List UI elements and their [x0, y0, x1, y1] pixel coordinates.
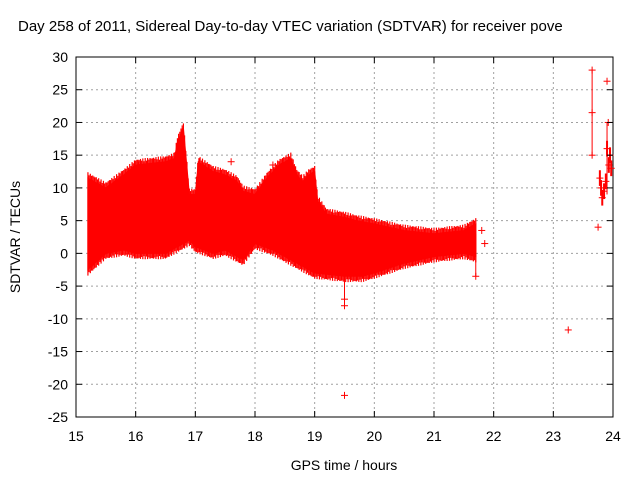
data-point — [603, 77, 611, 85]
x-tick-label: 18 — [247, 428, 263, 444]
data-point — [472, 272, 480, 280]
y-tick-label: 10 — [52, 180, 68, 196]
x-axis-label: GPS time / hours — [291, 457, 398, 473]
data-point — [588, 109, 596, 117]
y-tick-label: -5 — [56, 278, 69, 294]
data-point — [594, 223, 602, 231]
data-point — [588, 151, 596, 159]
y-axis-label: SDTVAR / TECUs — [7, 181, 23, 293]
data-point — [269, 161, 277, 169]
data-point — [564, 326, 572, 334]
cluster-point — [600, 187, 608, 195]
y-tick-label: 15 — [52, 147, 68, 163]
data-point — [588, 66, 596, 74]
x-tick-label: 20 — [367, 428, 383, 444]
x-tick-label: 17 — [188, 428, 204, 444]
x-tick-label: 21 — [426, 428, 442, 444]
y-tick-label: -25 — [48, 409, 68, 425]
y-tick-label: 25 — [52, 82, 68, 98]
x-tick-label: 23 — [546, 428, 562, 444]
error-bar-fringe — [87, 123, 477, 283]
chart-title: Day 258 of 2011, Sidereal Day-to-day VTE… — [18, 18, 563, 35]
y-tick-label: -10 — [48, 311, 68, 327]
data-point — [341, 391, 348, 399]
y-tick-label: 30 — [52, 49, 68, 65]
data-point — [341, 295, 348, 303]
data-point — [478, 226, 486, 234]
y-tick-label: 5 — [60, 213, 68, 229]
y-tick-label: -15 — [48, 344, 68, 360]
x-tick-label: 16 — [128, 428, 144, 444]
x-tick-label: 24 — [605, 428, 621, 444]
cluster-point — [596, 174, 604, 182]
cluster-point — [602, 177, 610, 185]
y-tick-label: 20 — [52, 114, 68, 130]
data-point — [481, 240, 489, 248]
x-tick-label: 22 — [486, 428, 502, 444]
ticks: 15 16 17 18 19 20 21 22 23 24 -25 -20 -15 -10 -5 0 5 10 15… — [48, 49, 621, 444]
data-point — [341, 302, 348, 310]
data-point — [227, 158, 235, 166]
plot-frame — [75, 56, 614, 418]
data-layer — [87, 66, 615, 399]
y-tick-label: -20 — [48, 376, 68, 392]
data-point — [135, 161, 143, 169]
y-tick-label: 0 — [60, 245, 68, 261]
x-tick-label: 19 — [307, 428, 323, 444]
cluster-point — [607, 164, 615, 172]
x-tick-label: 15 — [68, 428, 84, 444]
